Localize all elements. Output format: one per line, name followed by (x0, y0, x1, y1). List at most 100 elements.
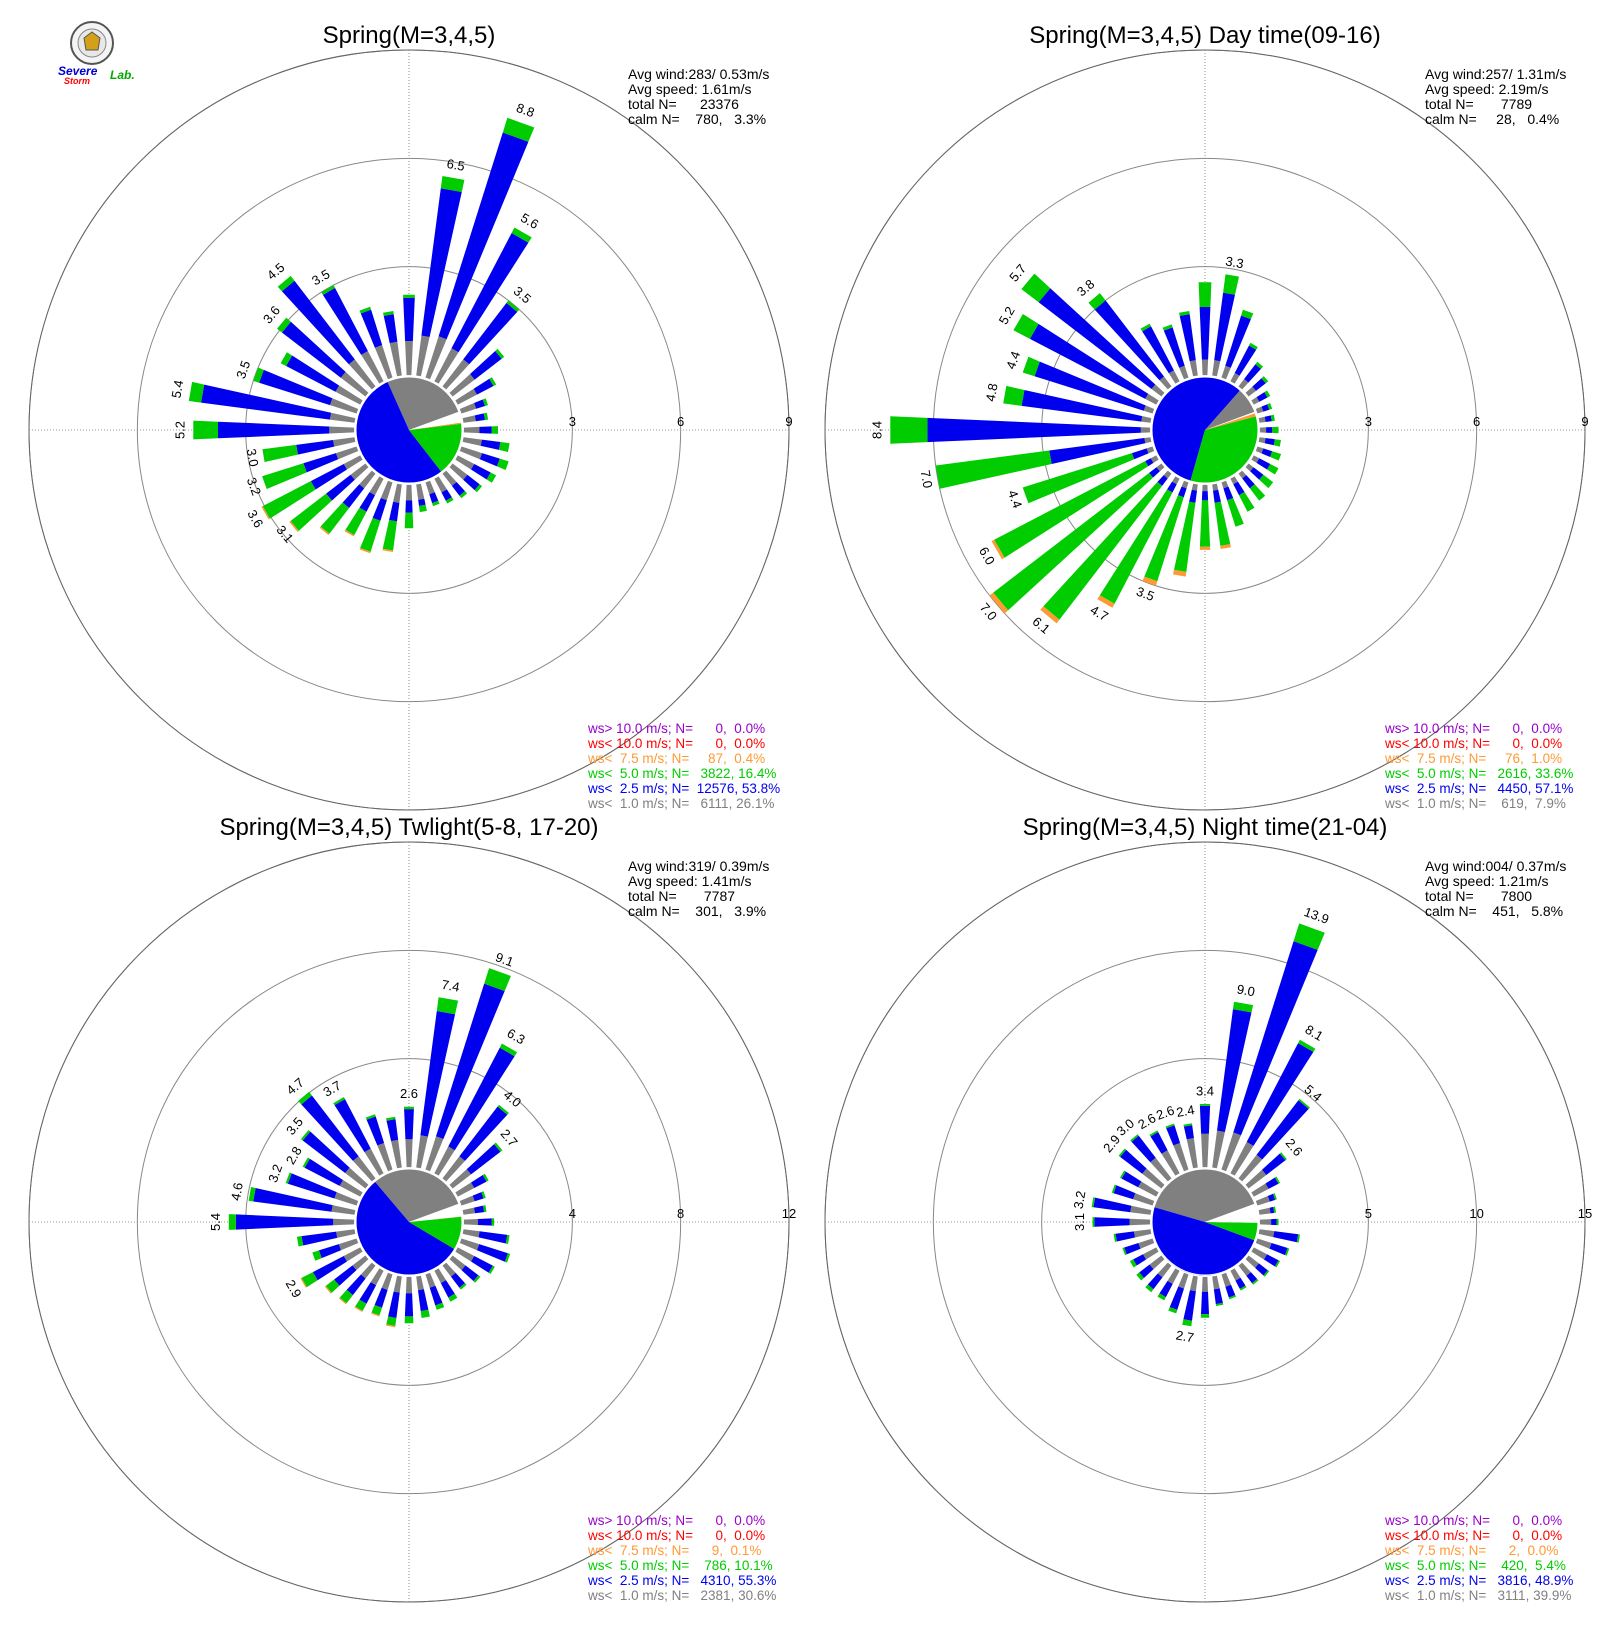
bar-segment (1168, 370, 1180, 384)
bar-segment (989, 592, 1009, 614)
bar-segment (339, 1180, 363, 1197)
bar-segment (1266, 427, 1273, 433)
bar-segment (1223, 274, 1239, 295)
bar-total-label: 3.5 (1134, 584, 1156, 604)
bar-segment (285, 1172, 292, 1184)
bar-segment (420, 1309, 430, 1318)
stat-line: calm N= 28, 0.4% (1425, 111, 1559, 127)
ring-tick-label: 12 (782, 1206, 796, 1221)
stat-line: total N= 7787 (628, 888, 735, 904)
bar-segment (425, 1272, 436, 1288)
bar-segment (1225, 1284, 1236, 1298)
bar-segment (366, 1116, 385, 1146)
ring-tick-label: 6 (677, 414, 684, 429)
bar-segment (1169, 1286, 1184, 1310)
stat-line: total N= 7800 (1425, 888, 1532, 904)
bar-segment (1013, 314, 1039, 339)
bar-segment (333, 1097, 345, 1106)
center-pie-slice (1152, 377, 1241, 481)
bar-segment (483, 1205, 487, 1213)
bar-segment (495, 348, 505, 359)
legend-entry: ws< 2.5 m/s; N= 4450, 57.1% (1384, 781, 1573, 796)
bar-segment (1140, 427, 1151, 433)
bar-segment (1221, 480, 1229, 489)
bar-segment (333, 437, 356, 447)
bar-total-label: 4.4 (1005, 488, 1025, 510)
bar-segment (360, 309, 383, 348)
bar-segment (1147, 1273, 1163, 1290)
bar-segment (1139, 1264, 1154, 1278)
bar-segment (1255, 446, 1264, 454)
bar-segment (1130, 1205, 1152, 1215)
bar-segment (418, 498, 426, 506)
bar-segment (290, 493, 332, 531)
bar-segment (1230, 1268, 1241, 1281)
bar-segment (445, 497, 454, 504)
bar-segment (1173, 1143, 1189, 1172)
bar-segment (927, 417, 1141, 443)
bar-segment (329, 426, 355, 434)
stat-line: calm N= 451, 5.8% (1425, 903, 1563, 919)
bar-total-label: 2.7 (498, 1126, 521, 1149)
bar-segment (483, 412, 489, 420)
bar-segment (511, 227, 532, 243)
center-pie-slice (1205, 390, 1255, 430)
bar-segment (1142, 326, 1174, 374)
bar-segment (1199, 546, 1211, 550)
bar-segment (1273, 1193, 1277, 1200)
bar-segment (993, 472, 1153, 611)
bar-segment (1249, 342, 1258, 350)
bar-segment (1233, 481, 1245, 496)
bar-segment (1133, 1229, 1152, 1238)
center-pie-slice (374, 1168, 459, 1222)
bar-segment (1143, 1247, 1159, 1260)
bar-total-label: 6.3 (505, 1025, 528, 1047)
bar-segment (504, 1253, 511, 1263)
bar-segment (1245, 1169, 1267, 1189)
bar-total-label: 5.7 (1006, 261, 1029, 284)
bar-segment (477, 1244, 508, 1262)
bar-segment (1162, 324, 1173, 331)
bar-segment (302, 1131, 350, 1173)
bar-segment (1251, 455, 1260, 463)
bar-segment (1259, 1219, 1272, 1225)
bar-segment (1094, 300, 1164, 381)
bar-segment (382, 548, 394, 552)
center-pie-slice (409, 423, 462, 472)
bar-segment (419, 504, 427, 513)
bar-segment (404, 1293, 414, 1317)
bar-segment (440, 1280, 455, 1298)
bar-total-label: 7.4 (440, 977, 460, 995)
bar-segment (405, 500, 413, 513)
stat-line: Avg speed: 1.61m/s (628, 81, 751, 97)
bar-segment (1163, 327, 1185, 368)
bar-segment (506, 300, 520, 312)
legend-entry: ws< 1.0 m/s; N= 6111, 26.1% (587, 796, 774, 811)
bar-segment (434, 348, 459, 384)
ring-tick-label: 9 (1581, 414, 1588, 429)
bar-segment (365, 1114, 376, 1120)
bar-segment (1267, 464, 1279, 475)
bar-segment (287, 1173, 337, 1199)
bar-segment (1227, 498, 1244, 527)
bar-segment (1258, 437, 1266, 444)
center-pie-slice (409, 411, 462, 430)
bar-segment (1121, 1171, 1142, 1188)
legend-entry: ws< 5.0 m/s; N= 2616, 33.6% (1384, 766, 1573, 781)
bar-segment (1129, 1259, 1137, 1268)
bar-segment (1179, 314, 1196, 362)
bar-segment (1269, 1243, 1288, 1256)
bar-segment (1165, 1123, 1175, 1129)
bar-total-label: 3.3 (1224, 253, 1244, 271)
bar-segment (1250, 467, 1264, 480)
bar-segment (1251, 1247, 1267, 1260)
ring-tick-label: 6 (1473, 414, 1480, 429)
bar-total-label: 2.9 (283, 1277, 305, 1300)
bar-segment (448, 1047, 515, 1151)
bar-total-label: 8.1 (1303, 1022, 1326, 1044)
bar-segment (1225, 315, 1251, 368)
bar-segment (434, 1146, 455, 1176)
bar-segment (386, 1316, 397, 1326)
bar-segment (455, 1247, 475, 1262)
bar-segment (286, 355, 340, 392)
